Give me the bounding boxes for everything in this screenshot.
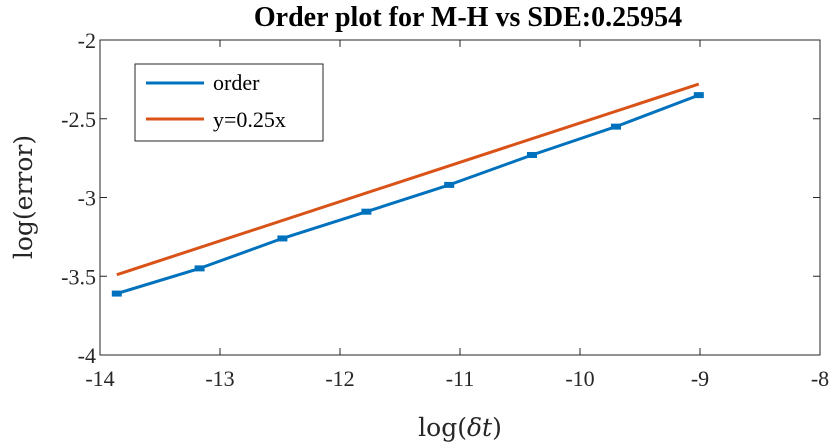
data-point xyxy=(611,123,621,130)
series-line xyxy=(116,82,700,277)
x-tick-label: -8 xyxy=(811,366,829,391)
data-point xyxy=(444,181,455,188)
legend-label-reference: y=0.25x xyxy=(213,107,286,132)
x-tick-label: -10 xyxy=(565,366,594,391)
data-point xyxy=(693,92,704,99)
axis-tick-labels: -14 -13 -12 -11 -10 -9 -8 -4 -3.5 -3 -2.5 -2 xyxy=(61,28,829,391)
legend-box xyxy=(134,63,324,142)
series-line xyxy=(116,93,700,296)
x-tick-label: -11 xyxy=(446,366,475,391)
chart-title: Order plot for M-H vs SDE:0.25954 xyxy=(254,2,682,33)
x-tick-label: -14 xyxy=(85,366,114,391)
y-tick-label: -2.5 xyxy=(61,107,96,132)
y-tick-label: -3 xyxy=(78,186,96,211)
x-tick-label: -12 xyxy=(325,366,354,391)
data-point xyxy=(194,265,205,272)
data-point xyxy=(111,290,122,297)
y-tick-label: -4 xyxy=(78,343,96,368)
y-axis-label: log(error) xyxy=(9,135,38,259)
x-axis-label: log(δt) xyxy=(418,413,502,442)
x-tick-label: -13 xyxy=(205,366,234,391)
series-lines xyxy=(116,82,700,296)
plot-frame xyxy=(99,39,821,356)
series-markers xyxy=(111,92,704,297)
legend-label-order: order xyxy=(213,70,260,95)
data-point xyxy=(277,235,288,242)
x-tick-label: -9 xyxy=(691,366,709,391)
data-point xyxy=(527,151,537,158)
y-tick-label: -2 xyxy=(78,28,96,53)
data-point xyxy=(361,208,372,215)
y-tick-label: -3.5 xyxy=(61,264,96,289)
legend: order y=0.25x xyxy=(134,63,324,142)
